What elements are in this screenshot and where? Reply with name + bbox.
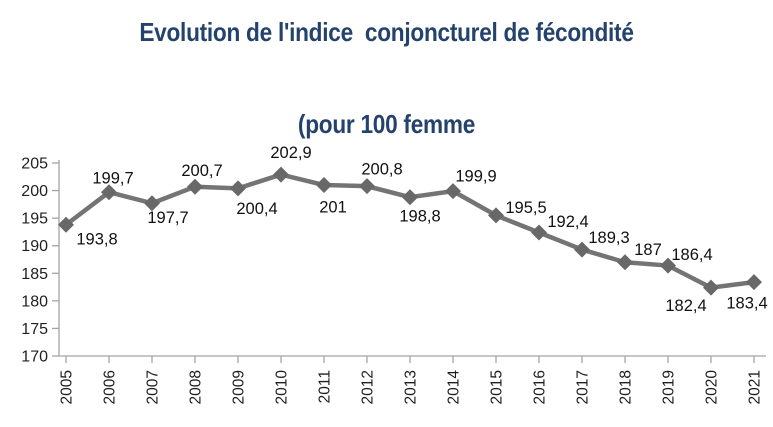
chart-subtitle: (pour 100 femme xyxy=(297,109,476,139)
y-tick-label: 195 xyxy=(21,211,48,228)
x-tick-label: 2006 xyxy=(102,370,119,404)
data-point-label: 199,7 xyxy=(92,170,133,188)
data-point-marker xyxy=(58,216,74,233)
x-tick-label: 2019 xyxy=(661,370,678,404)
data-point-label: 189,3 xyxy=(588,229,629,247)
data-point-label: 201 xyxy=(319,199,347,217)
x-tick-label: 2013 xyxy=(403,370,420,404)
data-point-label: 198,8 xyxy=(399,208,440,226)
data-point-marker xyxy=(402,189,418,206)
data-point-label: 200,7 xyxy=(181,162,222,180)
data-point-marker xyxy=(574,241,590,258)
data-point-marker xyxy=(359,178,375,195)
x-tick-label: 2016 xyxy=(532,370,549,404)
data-point-marker xyxy=(746,274,762,291)
data-point-label: 199,9 xyxy=(455,168,496,186)
data-point-marker xyxy=(445,183,461,200)
data-point-label: 200,4 xyxy=(236,200,277,218)
data-point-marker xyxy=(703,279,719,296)
x-tick-label: 2010 xyxy=(274,370,291,405)
data-point-marker xyxy=(187,178,203,195)
data-point-label: 195,5 xyxy=(505,199,546,217)
x-tick-label: 2011 xyxy=(317,370,334,403)
data-point-label: 197,7 xyxy=(147,209,188,227)
y-tick-label: 185 xyxy=(21,266,48,283)
data-point-marker xyxy=(617,254,633,271)
y-tick-label: 190 xyxy=(21,238,48,255)
data-point-label: 200,8 xyxy=(361,161,402,179)
data-point-label: 182,4 xyxy=(665,297,706,315)
x-tick-label: 2015 xyxy=(489,370,506,404)
x-tick-label: 2020 xyxy=(704,370,721,405)
data-point-label: 193,8 xyxy=(76,230,117,248)
x-tick-label: 2017 xyxy=(575,370,592,404)
data-point-marker xyxy=(660,257,676,274)
data-point-marker xyxy=(101,184,117,201)
data-point-label: 186,4 xyxy=(671,246,712,264)
data-point-marker xyxy=(488,207,504,224)
y-tick-label: 180 xyxy=(21,293,48,310)
chart-title: Evolution de l'indice conjoncturel de fé… xyxy=(139,17,634,47)
data-point-label: 192,4 xyxy=(547,213,588,231)
data-point-marker xyxy=(273,166,289,183)
x-tick-label: 2012 xyxy=(360,370,377,404)
x-tick-label: 2009 xyxy=(231,370,248,404)
x-tick-label: 2005 xyxy=(59,370,76,404)
data-point-marker xyxy=(230,180,246,197)
data-point-label: 187 xyxy=(634,241,662,259)
y-tick-label: 170 xyxy=(21,349,48,366)
y-tick-label: 200 xyxy=(21,183,48,200)
data-point-marker xyxy=(144,195,160,212)
data-point-marker xyxy=(531,224,547,241)
data-point-label: 183,4 xyxy=(726,295,767,313)
x-tick-label: 2021 xyxy=(747,370,764,404)
x-tick-label: 2007 xyxy=(145,370,162,404)
x-tick-label: 2018 xyxy=(618,370,635,404)
x-tick-label: 2014 xyxy=(446,370,463,405)
y-tick-label: 205 xyxy=(21,156,48,173)
x-tick-label: 2008 xyxy=(188,370,205,404)
y-tick-label: 175 xyxy=(21,321,48,338)
data-point-marker xyxy=(316,177,332,194)
data-point-label: 202,9 xyxy=(270,144,311,162)
